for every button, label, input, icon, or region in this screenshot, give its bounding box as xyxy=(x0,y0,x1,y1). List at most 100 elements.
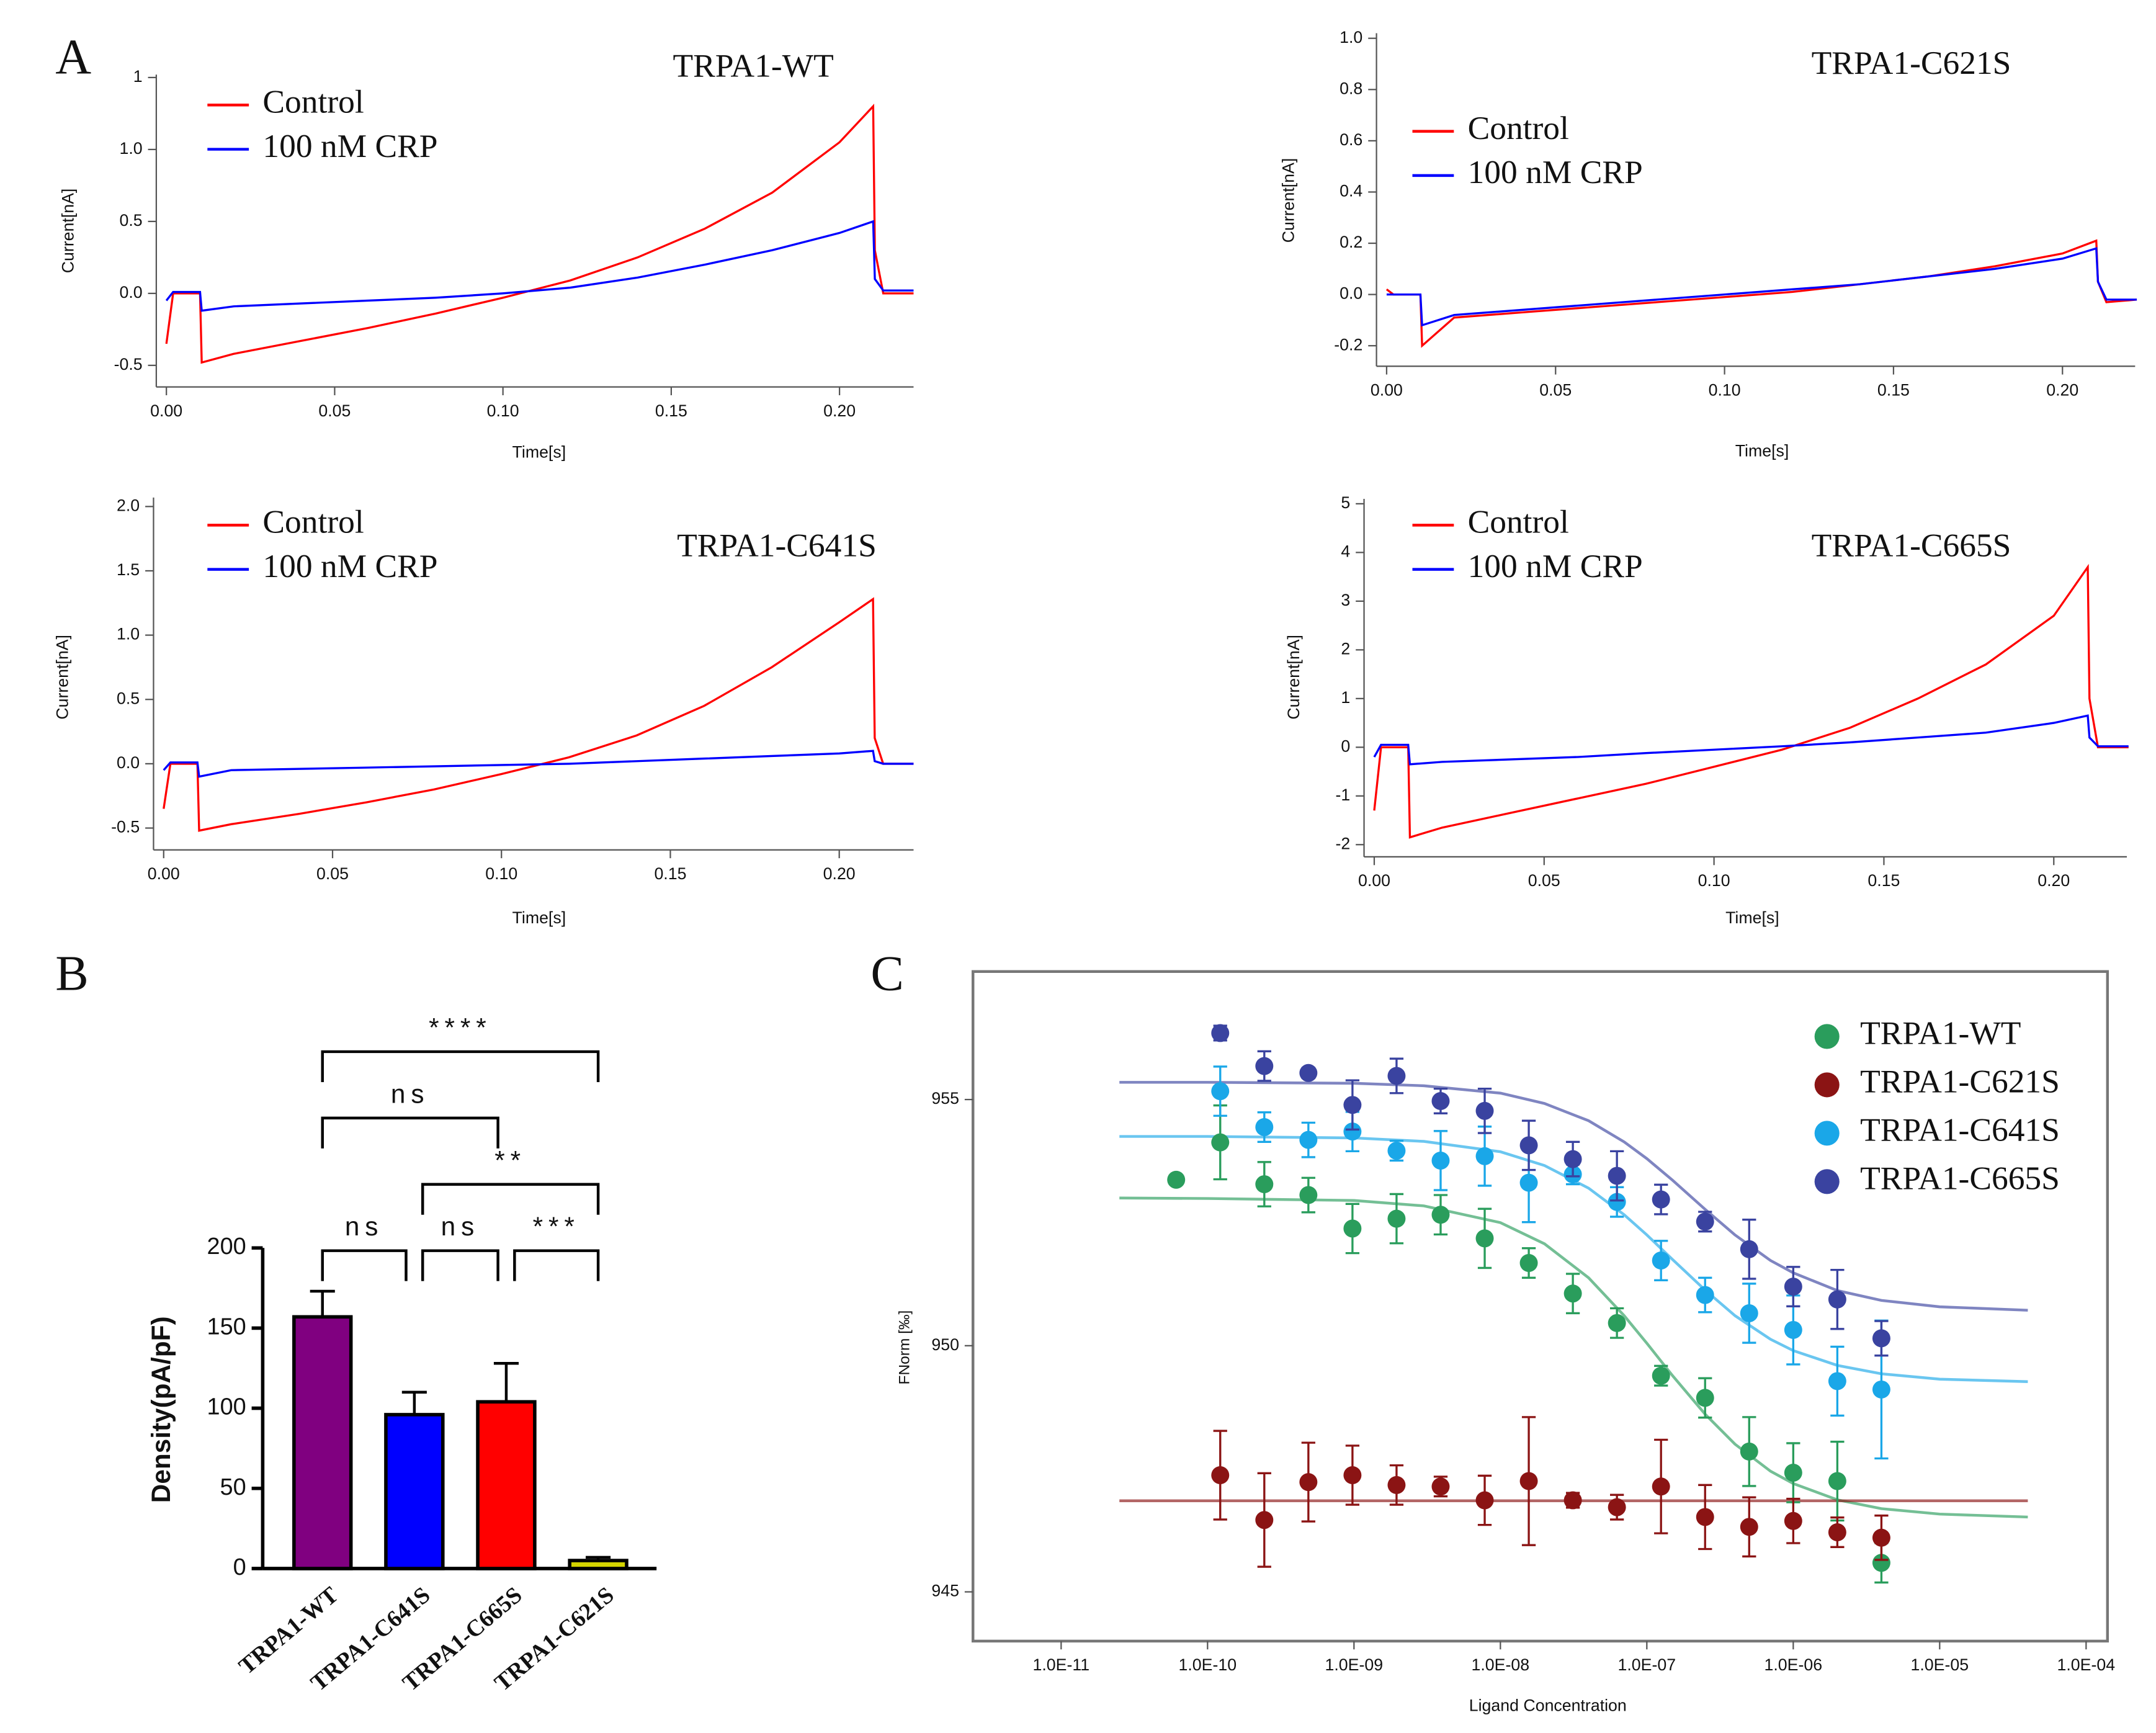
data-point xyxy=(1740,1304,1758,1322)
y-tick-label: 200 xyxy=(207,1234,246,1260)
significance-bracket xyxy=(321,1116,499,1149)
data-point xyxy=(1696,1286,1714,1304)
data-point xyxy=(1608,1193,1626,1211)
data-point xyxy=(1211,1133,1230,1152)
error-bar xyxy=(401,1390,427,1415)
data-point xyxy=(1299,1186,1318,1204)
data-point xyxy=(1387,1067,1406,1085)
x-tick-label: 1.0E-05 xyxy=(1911,1655,1969,1674)
data-point xyxy=(1431,1091,1450,1110)
x-tick-label: 1.0E-09 xyxy=(1325,1655,1384,1674)
legend-swatch xyxy=(1814,1024,1840,1049)
y-tick-label: -0.2 xyxy=(1334,335,1362,354)
panel-label: C xyxy=(870,946,903,1001)
trace xyxy=(163,750,914,778)
data-point xyxy=(1563,1150,1582,1168)
data-point xyxy=(1255,1118,1274,1136)
y-tick-label: -2 xyxy=(1336,834,1351,853)
significance-label: ** xyxy=(494,1145,526,1175)
y-tick-label: 0.0 xyxy=(119,283,142,302)
y-tick-label: 950 xyxy=(931,1335,959,1354)
data-point xyxy=(1872,1528,1890,1547)
data-point xyxy=(1387,1476,1406,1494)
x-axis-label: Ligand Concentration xyxy=(1469,1696,1627,1715)
data-point xyxy=(1696,1389,1714,1407)
y-tick-label: 0.0 xyxy=(1340,284,1362,303)
x-axis-label: Time[s] xyxy=(512,443,566,462)
x-tick-label: 0.05 xyxy=(1539,380,1572,399)
legend-label: TRPA1-C621S xyxy=(1860,1063,2060,1100)
data-point xyxy=(1475,1101,1494,1120)
data-point xyxy=(1563,1491,1582,1510)
bar xyxy=(568,1559,628,1570)
significance-label: ns xyxy=(391,1079,430,1108)
data-point xyxy=(1740,1240,1758,1258)
x-tick-label: 0.20 xyxy=(2037,871,2070,890)
trace xyxy=(1373,714,2129,766)
x-tick-label: 0.00 xyxy=(1358,871,1390,890)
x-tick-label: 0.00 xyxy=(150,401,182,420)
y-tick-label: 150 xyxy=(207,1314,246,1340)
trace xyxy=(1373,563,2129,839)
x-tick-label: 0.20 xyxy=(823,401,856,420)
data-point xyxy=(1211,1024,1230,1042)
x-tick-label: 0.20 xyxy=(823,864,856,883)
bar xyxy=(384,1413,445,1570)
x-axis-label: Time[s] xyxy=(512,908,566,927)
y-tick-label: 0.5 xyxy=(119,211,142,230)
error-bar xyxy=(493,1362,519,1402)
significance-bracket xyxy=(513,1249,600,1281)
data-point xyxy=(1475,1147,1494,1165)
x-tick-label: 1.0E-10 xyxy=(1179,1655,1237,1674)
y-tick-label: 0.6 xyxy=(1340,130,1362,149)
data-point xyxy=(1343,1466,1362,1484)
x-tick-label: 0.05 xyxy=(316,864,349,883)
y-tick-label: 955 xyxy=(931,1089,959,1108)
y-tick-label: -0.5 xyxy=(114,355,143,374)
data-point xyxy=(1519,1254,1538,1272)
plot-frame xyxy=(971,970,2109,1643)
x-tick-label: 0.00 xyxy=(148,864,180,883)
data-point xyxy=(1255,1057,1274,1075)
y-tick-label: 1 xyxy=(133,67,143,86)
y-tick-label: 0.5 xyxy=(117,689,140,707)
x-tick-label: 0.10 xyxy=(485,864,517,883)
y-tick-label: 0 xyxy=(233,1554,246,1580)
legend-label: Control xyxy=(262,83,364,120)
x-tick-label: 0.20 xyxy=(2046,380,2078,399)
significance-label: ns xyxy=(345,1212,384,1241)
y-tick-label: 4 xyxy=(1341,542,1350,560)
trace xyxy=(165,220,914,312)
data-point xyxy=(1696,1212,1714,1231)
data-point xyxy=(1343,1219,1362,1238)
x-tick-label: 0.10 xyxy=(1709,380,1741,399)
data-point xyxy=(1784,1464,1802,1482)
data-point xyxy=(1387,1142,1406,1160)
data-point xyxy=(1740,1518,1758,1536)
y-tick-label: 2.0 xyxy=(117,496,140,514)
y-tick-label: 0.2 xyxy=(1340,233,1362,251)
x-axis-label: Time[s] xyxy=(1735,441,1789,460)
data-point xyxy=(1652,1252,1670,1270)
data-point xyxy=(1431,1151,1450,1170)
data-point xyxy=(1872,1329,1890,1348)
y-tick-label: 1.0 xyxy=(117,625,140,643)
trace xyxy=(165,104,914,364)
data-point xyxy=(1828,1290,1846,1309)
data-point xyxy=(1343,1096,1362,1114)
legend-swatch xyxy=(1814,1169,1840,1194)
legend-swatch xyxy=(1814,1072,1840,1098)
y-tick-label: 100 xyxy=(207,1394,246,1420)
y-tick-label: 3 xyxy=(1341,591,1350,609)
chart-title: TRPA1-WT xyxy=(673,47,833,84)
legend-label: TRPA1-WT xyxy=(1860,1014,2021,1052)
y-tick-label: -0.5 xyxy=(111,818,140,836)
data-point xyxy=(1784,1320,1802,1339)
data-point xyxy=(1167,1170,1186,1189)
bar xyxy=(476,1400,537,1570)
chart-title: TRPA1-C665S xyxy=(1812,526,2011,563)
data-point xyxy=(1563,1284,1582,1303)
x-tick-label: 1.0E-06 xyxy=(1765,1655,1823,1674)
x-tick-label: 1.0E-11 xyxy=(1033,1655,1090,1674)
x-tick-label: 0.15 xyxy=(654,864,686,883)
